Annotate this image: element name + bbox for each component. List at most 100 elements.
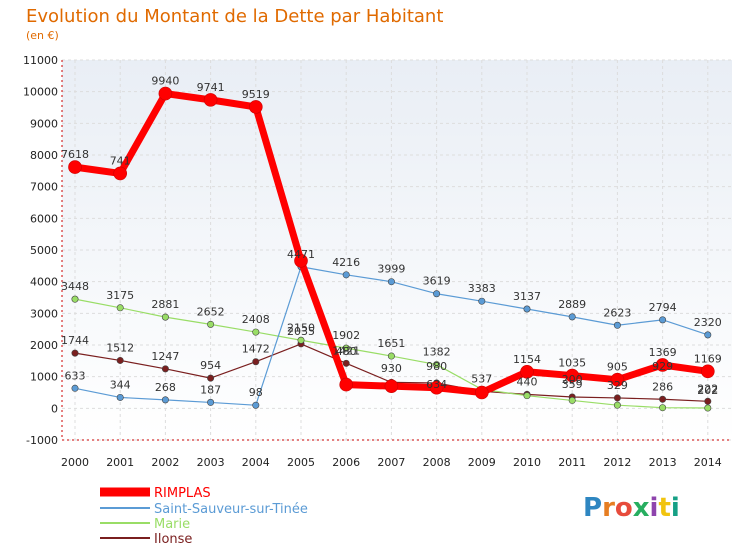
- series-group: [68, 86, 715, 412]
- data-label: 1035: [558, 357, 586, 370]
- data-label: 2408: [242, 313, 270, 326]
- data-label: 2794: [649, 301, 677, 314]
- data-label: 1902: [332, 329, 360, 342]
- data-point: [252, 328, 260, 336]
- logo-letter: x: [633, 493, 650, 523]
- data-point: [339, 377, 354, 392]
- data-label: 2881: [151, 298, 179, 311]
- data-label: 537: [471, 372, 492, 385]
- axes: -1000 0 1000 2000 3000 4000 5000 6000 7000 8000 90…: [23, 54, 732, 469]
- data-point: [704, 397, 712, 405]
- data-point: [655, 358, 670, 372]
- data-point: [342, 271, 350, 279]
- data-label: 9741: [197, 81, 225, 94]
- data-point: [429, 380, 444, 395]
- data-point: [342, 359, 350, 367]
- data-point: [384, 379, 399, 393]
- y-tick-label: 3000: [30, 307, 58, 320]
- y-tick-label: 4000: [30, 276, 58, 289]
- x-tick-label: 2009: [468, 456, 496, 469]
- data-label: 954: [200, 359, 221, 372]
- data-point: [523, 305, 531, 313]
- data-point: [161, 396, 169, 404]
- data-point: [113, 166, 127, 181]
- data-label: 268: [155, 381, 176, 394]
- data-label: 1169: [694, 352, 722, 365]
- chart-subtitle: (en €): [26, 29, 59, 42]
- data-label: 2035: [287, 325, 315, 338]
- x-tick-label: 2001: [106, 456, 134, 469]
- data-label: 1247: [151, 350, 179, 363]
- data-label: 7618: [61, 148, 89, 161]
- logo-letter: r: [602, 493, 615, 523]
- data-label: 4471: [287, 248, 315, 261]
- x-tick-label: 2010: [513, 456, 541, 469]
- x-tick-label: 2003: [197, 456, 225, 469]
- data-label: 1512: [106, 341, 134, 354]
- logo-text: Proxiti: [583, 493, 680, 523]
- data-point: [387, 278, 395, 286]
- data-point: [659, 316, 667, 324]
- data-label: 1472: [242, 343, 270, 356]
- x-tick-label: 2000: [61, 456, 89, 469]
- legend-label: Ilonse: [154, 532, 192, 547]
- x-tick-label: 2014: [694, 456, 722, 469]
- y-tick-label: 8000: [30, 149, 58, 162]
- data-label: 440: [517, 375, 538, 388]
- data-label: 3448: [61, 280, 89, 293]
- data-point: [71, 295, 79, 303]
- logo-letter: i: [650, 493, 659, 523]
- data-point: [520, 364, 534, 379]
- y-tick-label: 1000: [30, 371, 58, 384]
- y-tick-label: 7000: [30, 181, 58, 194]
- data-point: [207, 374, 215, 382]
- data-label: 9940: [151, 75, 179, 88]
- x-tick-label: 2012: [603, 456, 631, 469]
- data-label: 222: [697, 382, 718, 395]
- data-label: 4216: [332, 256, 360, 269]
- y-tick-label: 9000: [30, 117, 58, 130]
- data-point: [249, 100, 263, 114]
- x-tick-label: 2007: [377, 456, 405, 469]
- x-tick-label: 2002: [151, 456, 179, 469]
- data-point: [207, 398, 215, 406]
- data-label: 1382: [423, 346, 451, 359]
- data-point: [568, 313, 576, 321]
- y-tick-label: 5000: [30, 244, 58, 257]
- data-label: 2889: [558, 298, 586, 311]
- x-tick-label: 2008: [423, 456, 451, 469]
- legend-label: Saint-Sauveur-sur-Tinée: [154, 502, 308, 517]
- y-tick-label: -1000: [26, 434, 58, 447]
- data-point: [252, 401, 260, 409]
- data-point: [659, 404, 667, 412]
- data-label: 359: [562, 378, 583, 391]
- data-point: [523, 392, 531, 400]
- annotation-label: 200: [562, 373, 583, 386]
- data-label: 286: [652, 380, 673, 393]
- data-label: 2150: [287, 321, 315, 334]
- annotation-label: 480: [336, 345, 357, 358]
- annotation-label: 202: [697, 384, 718, 397]
- data-point: [161, 365, 169, 373]
- data-point: [207, 320, 215, 328]
- data-point: [478, 297, 486, 305]
- logo-letter: t: [658, 493, 670, 523]
- annotation-label: 929: [652, 360, 673, 373]
- data-point: [158, 86, 173, 101]
- y-tick-label: 11000: [23, 54, 58, 67]
- data-point: [613, 321, 621, 329]
- data-label: 2320: [694, 316, 722, 329]
- data-point: [659, 395, 667, 403]
- x-tick-label: 2013: [649, 456, 677, 469]
- annotation-label: 980: [426, 360, 447, 373]
- data-label: 2623: [603, 306, 631, 319]
- legend-label: Marie: [154, 517, 190, 532]
- proxiti-logo: Proxiti: [583, 493, 680, 523]
- data-label: 98: [249, 386, 263, 399]
- data-label: 344: [110, 378, 131, 391]
- data-point: [568, 396, 576, 404]
- data-label: 2652: [197, 305, 225, 318]
- legend-label: RIMPLAS: [154, 486, 211, 501]
- data-label: 741: [110, 154, 131, 167]
